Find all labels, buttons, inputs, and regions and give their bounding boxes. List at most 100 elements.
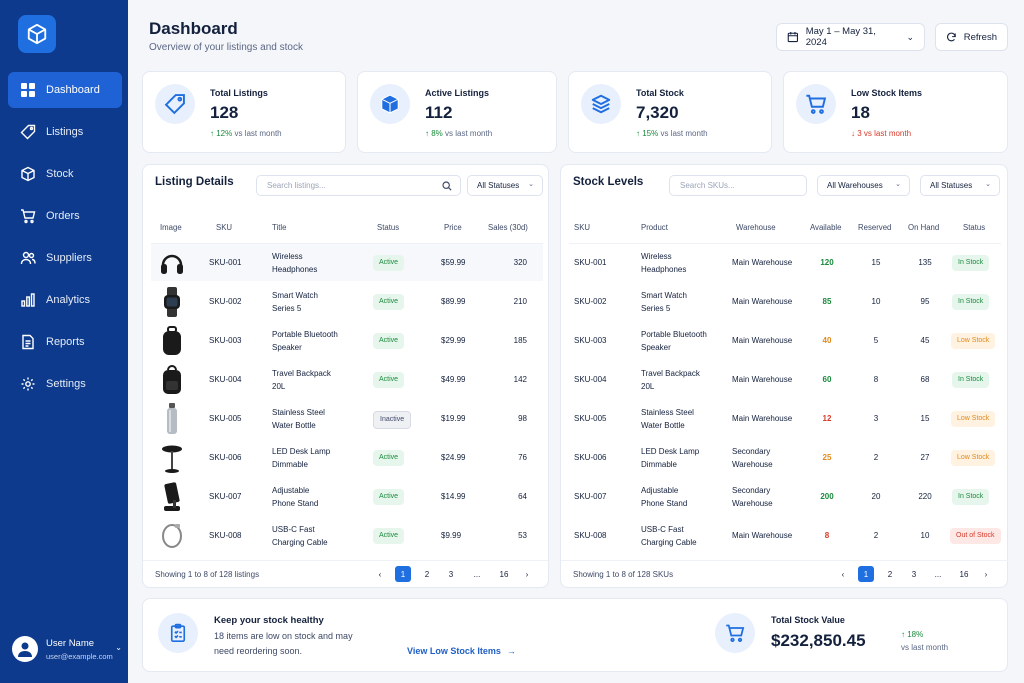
cart-icon (21, 209, 36, 224)
column-header[interactable]: SKU (574, 223, 591, 232)
tag-icon (20, 124, 36, 140)
page-button[interactable]: 2 (424, 569, 430, 579)
column-header[interactable]: Title (272, 223, 287, 232)
sku-cell: SKU-003 (574, 336, 607, 345)
column-header[interactable]: Status (377, 223, 400, 232)
sidebar-item-listings[interactable]: Listings (8, 114, 122, 150)
sku-cell: SKU-004 (574, 375, 607, 384)
warehouse-filter[interactable]: All Warehouses ⌄ (817, 175, 910, 196)
column-header[interactable]: SKU (216, 223, 233, 232)
table-row[interactable]: SKU-006 LED Desk Lamp Dimmable Active $24… (151, 439, 543, 476)
sku-cell: SKU-007 (574, 492, 607, 501)
column-header[interactable]: Available (810, 223, 842, 232)
table-row[interactable]: SKU-002 Smart Watch Series 5 Main Warehou… (569, 283, 1001, 320)
price-cell: $14.99 (441, 492, 466, 501)
chevron-down-icon: ⌄ (985, 181, 991, 188)
on-hand-cell: 45 (920, 336, 930, 345)
table-row[interactable]: SKU-007 Adjustable Phone Stand Active $14… (151, 478, 543, 515)
reserved-cell: 5 (873, 336, 879, 345)
listing-status-filter[interactable]: All Statuses ⌄ (467, 175, 543, 196)
kpi-trend: ↑ 12% vs last month (210, 129, 282, 138)
sku-cell: SKU-002 (209, 297, 242, 306)
table-row[interactable]: SKU-008 USB-C Fast Charging Cable Active … (151, 517, 543, 554)
column-header[interactable]: Warehouse (736, 223, 776, 232)
reserved-cell: 10 (871, 297, 881, 306)
reserved-cell: 2 (873, 531, 879, 540)
user-menu[interactable]: User Name user@example.com ⌄ (12, 633, 122, 665)
product-cell: Smart Watch Series 5 (641, 291, 687, 313)
sidebar-item-settings[interactable]: Settings (8, 366, 122, 402)
view-low-stock-link[interactable]: View Low Stock Items → (407, 646, 516, 656)
column-header[interactable]: On Hand (908, 223, 940, 232)
on-hand-cell: 10 (920, 531, 930, 540)
refresh-button[interactable]: Refresh (935, 23, 1008, 51)
title-cell: Portable Bluetooth Speaker (272, 330, 338, 352)
page-button[interactable]: 3 (911, 569, 917, 579)
sku-cell: SKU-008 (209, 531, 242, 540)
available-cell: 8 (824, 531, 830, 540)
kpi-trend: ↓ 3 vs last month (851, 129, 912, 138)
table-row[interactable]: SKU-002 Smart Watch Series 5 Active $89.9… (151, 283, 543, 320)
next-page-button[interactable]: › (984, 569, 988, 579)
page-button[interactable]: 3 (448, 569, 454, 579)
calendar-icon (787, 31, 799, 43)
page-button[interactable]: 16 (499, 569, 509, 579)
price-cell: $29.99 (441, 336, 466, 345)
sidebar-item-dashboard[interactable]: Dashboard (8, 72, 122, 108)
table-row[interactable]: SKU-007 Adjustable Phone Stand Secondary W… (569, 478, 1001, 515)
sales-cell: 64 (518, 492, 527, 501)
prev-page-button[interactable]: ‹ (841, 569, 845, 579)
column-header[interactable]: Status (963, 223, 986, 232)
prev-page-button[interactable]: ‹ (378, 569, 382, 579)
table-row[interactable]: SKU-006 LED Desk Lamp Dimmable Secondary W… (569, 439, 1001, 476)
on-hand-cell: 95 (920, 297, 930, 306)
title-cell: Stainless Steel Water Bottle (272, 408, 325, 430)
table-row[interactable]: SKU-001 Wireless Headphones Main Warehous… (569, 244, 1001, 281)
table-row[interactable]: SKU-004 Travel Backpack 20L Main Warehous… (569, 361, 1001, 398)
listing-search-input[interactable]: Search listings... (256, 175, 461, 196)
stock-search-input[interactable]: Search SKUs... (669, 175, 807, 196)
column-header[interactable]: Image (160, 223, 182, 232)
sidebar-item-label: Dashboard (46, 84, 100, 96)
table-row[interactable]: SKU-008 USB-C Fast Charging Cable Main Wa… (569, 517, 1001, 554)
title-cell: LED Desk Lamp Dimmable (272, 447, 331, 469)
reserved-cell: 8 (873, 375, 879, 384)
status-badge: Active (373, 450, 405, 466)
sidebar-item-orders[interactable]: Orders (8, 198, 122, 234)
page-button[interactable]: 1 (858, 566, 874, 582)
smartwatch-image (158, 287, 186, 317)
page-button[interactable]: 2 (887, 569, 893, 579)
table-row[interactable]: SKU-003 Portable Bluetooth Speaker Main W… (569, 322, 1001, 359)
listing-pagination-info: Showing 1 to 8 of 128 listings (155, 570, 260, 579)
table-row[interactable]: SKU-003 Portable Bluetooth Speaker Active… (151, 322, 543, 359)
sidebar-item-reports[interactable]: Reports (8, 324, 122, 360)
sidebar-item-label: Reports (46, 336, 85, 348)
stock-status-filter[interactable]: All Statuses ⌄ (920, 175, 1000, 196)
table-row[interactable]: SKU-001 Wireless Headphones Active $59.99… (151, 244, 543, 281)
chevron-down-icon: ⌄ (906, 31, 914, 42)
column-header[interactable]: Price (444, 223, 462, 232)
column-header[interactable]: Product (641, 223, 668, 232)
kpi-trend: ↑ 15% vs last month (636, 129, 708, 138)
bar-chart-icon (21, 293, 35, 307)
table-row[interactable]: SKU-004 Travel Backpack 20L Active $49.99… (151, 361, 543, 398)
box-icon (21, 166, 35, 182)
sidebar-item-suppliers[interactable]: Suppliers (8, 240, 122, 276)
page-button[interactable]: 16 (959, 569, 969, 579)
sku-cell: SKU-001 (209, 258, 242, 267)
table-row[interactable]: SKU-005 Stainless Steel Water Bottle Inac… (151, 400, 543, 437)
price-cell: $89.99 (441, 297, 466, 306)
date-range-picker[interactable]: May 1 – May 31, 2024 ⌄ (776, 23, 925, 51)
kpi-value: 7,320 (636, 103, 679, 122)
column-header[interactable]: Reserved (858, 223, 892, 232)
sidebar-item-stock[interactable]: Stock (8, 156, 122, 192)
app-logo[interactable] (18, 15, 56, 53)
available-cell: 25 (822, 453, 832, 462)
sidebar-item-analytics[interactable]: Analytics (8, 282, 122, 318)
next-page-button[interactable]: › (525, 569, 529, 579)
product-cell: Wireless Headphones (641, 252, 687, 274)
page-button[interactable]: 1 (395, 566, 411, 582)
speaker-image (158, 326, 186, 356)
column-header[interactable]: Sales (30d) (488, 223, 528, 232)
table-row[interactable]: SKU-005 Stainless Steel Water Bottle Main… (569, 400, 1001, 437)
